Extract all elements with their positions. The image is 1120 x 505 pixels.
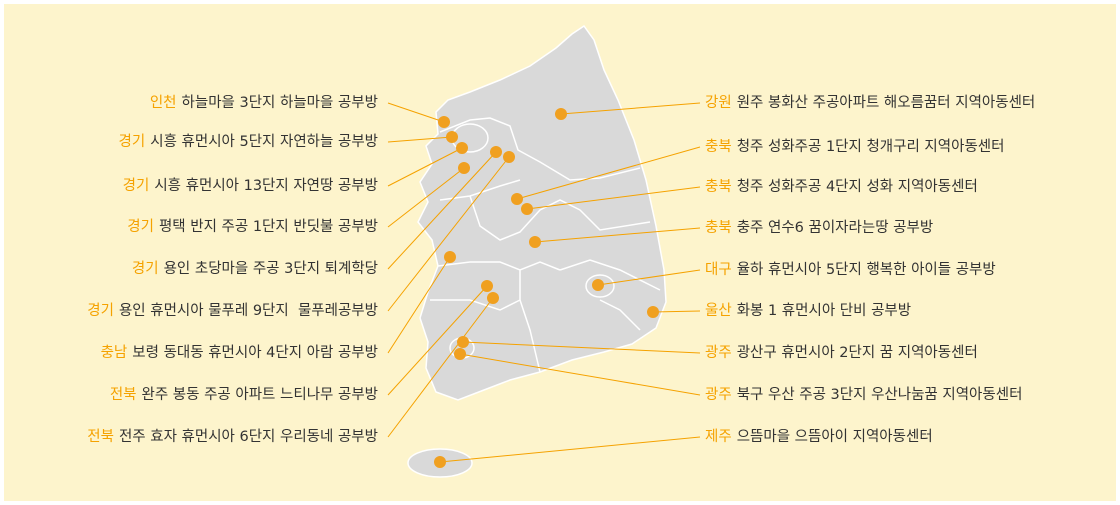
leader-line (462, 341, 701, 354)
leader-lines (387, 102, 701, 463)
label: 제주 으뜸마을 으뜸아이 지역아동센터 (705, 428, 933, 445)
region: 대구 (705, 261, 732, 278)
label: 울산 화봉 1 휴먼시아 단비 공부방 (705, 302, 911, 319)
label: 경기 용인 초당마을 주공 3단지 퇴계학당 (132, 260, 378, 277)
label: 경기 평택 반지 주공 1단지 반딧불 공부방 (127, 218, 378, 235)
leader-line (526, 186, 701, 210)
leader-line (387, 136, 453, 143)
leader-line (652, 310, 701, 313)
label-text: 청주 성화주공 4단지 성화 지역아동센터 (737, 178, 978, 195)
leader-line (387, 297, 494, 438)
label-text: 화봉 1 휴먼시아 단비 공부방 (737, 302, 911, 319)
location-dot (458, 162, 470, 174)
korea-map (407, 24, 667, 478)
label: 대구 율하 휴먼시아 5단지 행복한 아이들 공부방 (705, 261, 996, 278)
leader-line (387, 285, 488, 396)
leader-line (439, 436, 701, 463)
leader-line (387, 256, 451, 354)
region: 전북 (87, 428, 114, 445)
leader-line (387, 147, 463, 187)
location-dot (444, 251, 456, 263)
region: 경기 (132, 260, 159, 277)
region: 광주 (705, 386, 732, 403)
label-text: 원주 봉화산 주공아파트 해오름꿈터 지역아동센터 (737, 94, 1036, 111)
label-text: 광산구 휴먼시아 2단지 꿈 지역아동센터 (737, 344, 978, 361)
label-text: 충주 연수6 꿈이자라는땅 공부방 (737, 219, 933, 236)
label-text: 보령 동대동 휴먼시아 4단지 아람 공부방 (132, 344, 378, 361)
label-text: 용인 휴먼시아 물푸레 9단지 물푸레공부방 (119, 302, 378, 319)
location-dot (438, 116, 450, 128)
location-dot (446, 131, 458, 143)
label-text: 하늘마을 3단지 하늘마을 공부방 (182, 94, 378, 111)
label-text: 율하 휴먼시아 5단지 행복한 아이들 공부방 (737, 261, 996, 278)
location-dot (456, 142, 468, 154)
location-dot (529, 236, 541, 248)
leader-line (387, 102, 445, 123)
region: 경기 (127, 218, 154, 235)
region: 경기 (87, 302, 114, 319)
leader-line (516, 146, 701, 200)
label-text: 청주 성화주공 1단지 청개구리 지역아동센터 (737, 138, 1005, 155)
region: 전북 (110, 386, 137, 403)
region: 충북 (705, 138, 732, 155)
location-dot (481, 280, 493, 292)
location-dot (487, 292, 499, 304)
label: 충북 충주 연수6 꿈이자라는땅 공부방 (705, 219, 933, 236)
leader-line (534, 227, 701, 243)
label: 경기 용인 휴먼시아 물푸레 9단지 물푸레공부방 (87, 302, 378, 319)
label: 광주 광산구 휴먼시아 2단지 꿈 지역아동센터 (705, 344, 978, 361)
region: 경기 (119, 133, 146, 150)
location-dot (647, 306, 659, 318)
location-dot (457, 336, 469, 348)
location-dot (434, 456, 446, 468)
leader-line (387, 156, 510, 312)
location-dot (555, 108, 567, 120)
location-dot (454, 348, 466, 360)
label: 충북 청주 성화주공 1단지 청개구리 지역아동센터 (705, 138, 1004, 155)
leader-line (387, 151, 497, 270)
location-dot (511, 193, 523, 205)
label-text: 북구 우산 주공 3단지 우산나눔꿈 지역아동센터 (737, 386, 1023, 403)
region: 인천 (150, 94, 177, 111)
location-dots (434, 108, 659, 468)
region: 강원 (705, 94, 732, 111)
location-dot (503, 151, 515, 163)
label-text: 으뜸마을 으뜸아이 지역아동센터 (737, 428, 933, 445)
label: 강원 원주 봉화산 주공아파트 해오름꿈터 지역아동센터 (705, 94, 1035, 111)
label-text: 완주 봉동 주공 아파트 느티나무 공부방 (142, 386, 378, 403)
label: 충북 청주 성화주공 4단지 성화 지역아동센터 (705, 178, 978, 195)
label: 전북 완주 봉동 주공 아파트 느티나무 공부방 (110, 386, 378, 403)
label: 전북 전주 효자 휴먼시아 6단지 우리동네 공부방 (87, 428, 378, 445)
region: 경기 (123, 177, 150, 194)
region: 광주 (705, 344, 732, 361)
leader-line (597, 269, 701, 286)
location-dot (592, 279, 604, 291)
location-dot (490, 146, 502, 158)
label: 광주 북구 우산 주공 3단지 우산나눔꿈 지역아동센터 (705, 386, 1022, 403)
label-text: 시흥 휴먼시아 13단지 자연땅 공부방 (154, 176, 378, 194)
region: 제주 (705, 428, 732, 445)
label: 충남 보령 동대동 휴먼시아 4단지 아람 공부방 (101, 344, 378, 361)
location-dot (521, 203, 533, 215)
label-text: 시흥 휴먼시아 5단지 자연하늘 공부방 (150, 132, 378, 150)
region: 울산 (705, 302, 732, 319)
label-text: 전주 효자 휴먼시아 6단지 우리동네 공부방 (119, 428, 378, 445)
label: 인천 하늘마을 3단지 하늘마을 공부방 (150, 94, 378, 111)
region: 충북 (705, 219, 732, 236)
label-text: 평택 반지 주공 1단지 반딧불 공부방 (159, 218, 378, 235)
label: 경기 시흥 휴먼시아 5단지 자연하늘 공부방 (119, 132, 378, 150)
leader-line (387, 167, 465, 228)
label: 경기 시흥 휴먼시아 13단지 자연땅 공부방 (123, 176, 378, 194)
leader-line (459, 353, 701, 396)
label-text: 용인 초당마을 주공 3단지 퇴계학당 (164, 260, 378, 277)
leader-line (560, 102, 701, 115)
region: 충남 (101, 344, 128, 361)
region: 충북 (705, 178, 732, 195)
